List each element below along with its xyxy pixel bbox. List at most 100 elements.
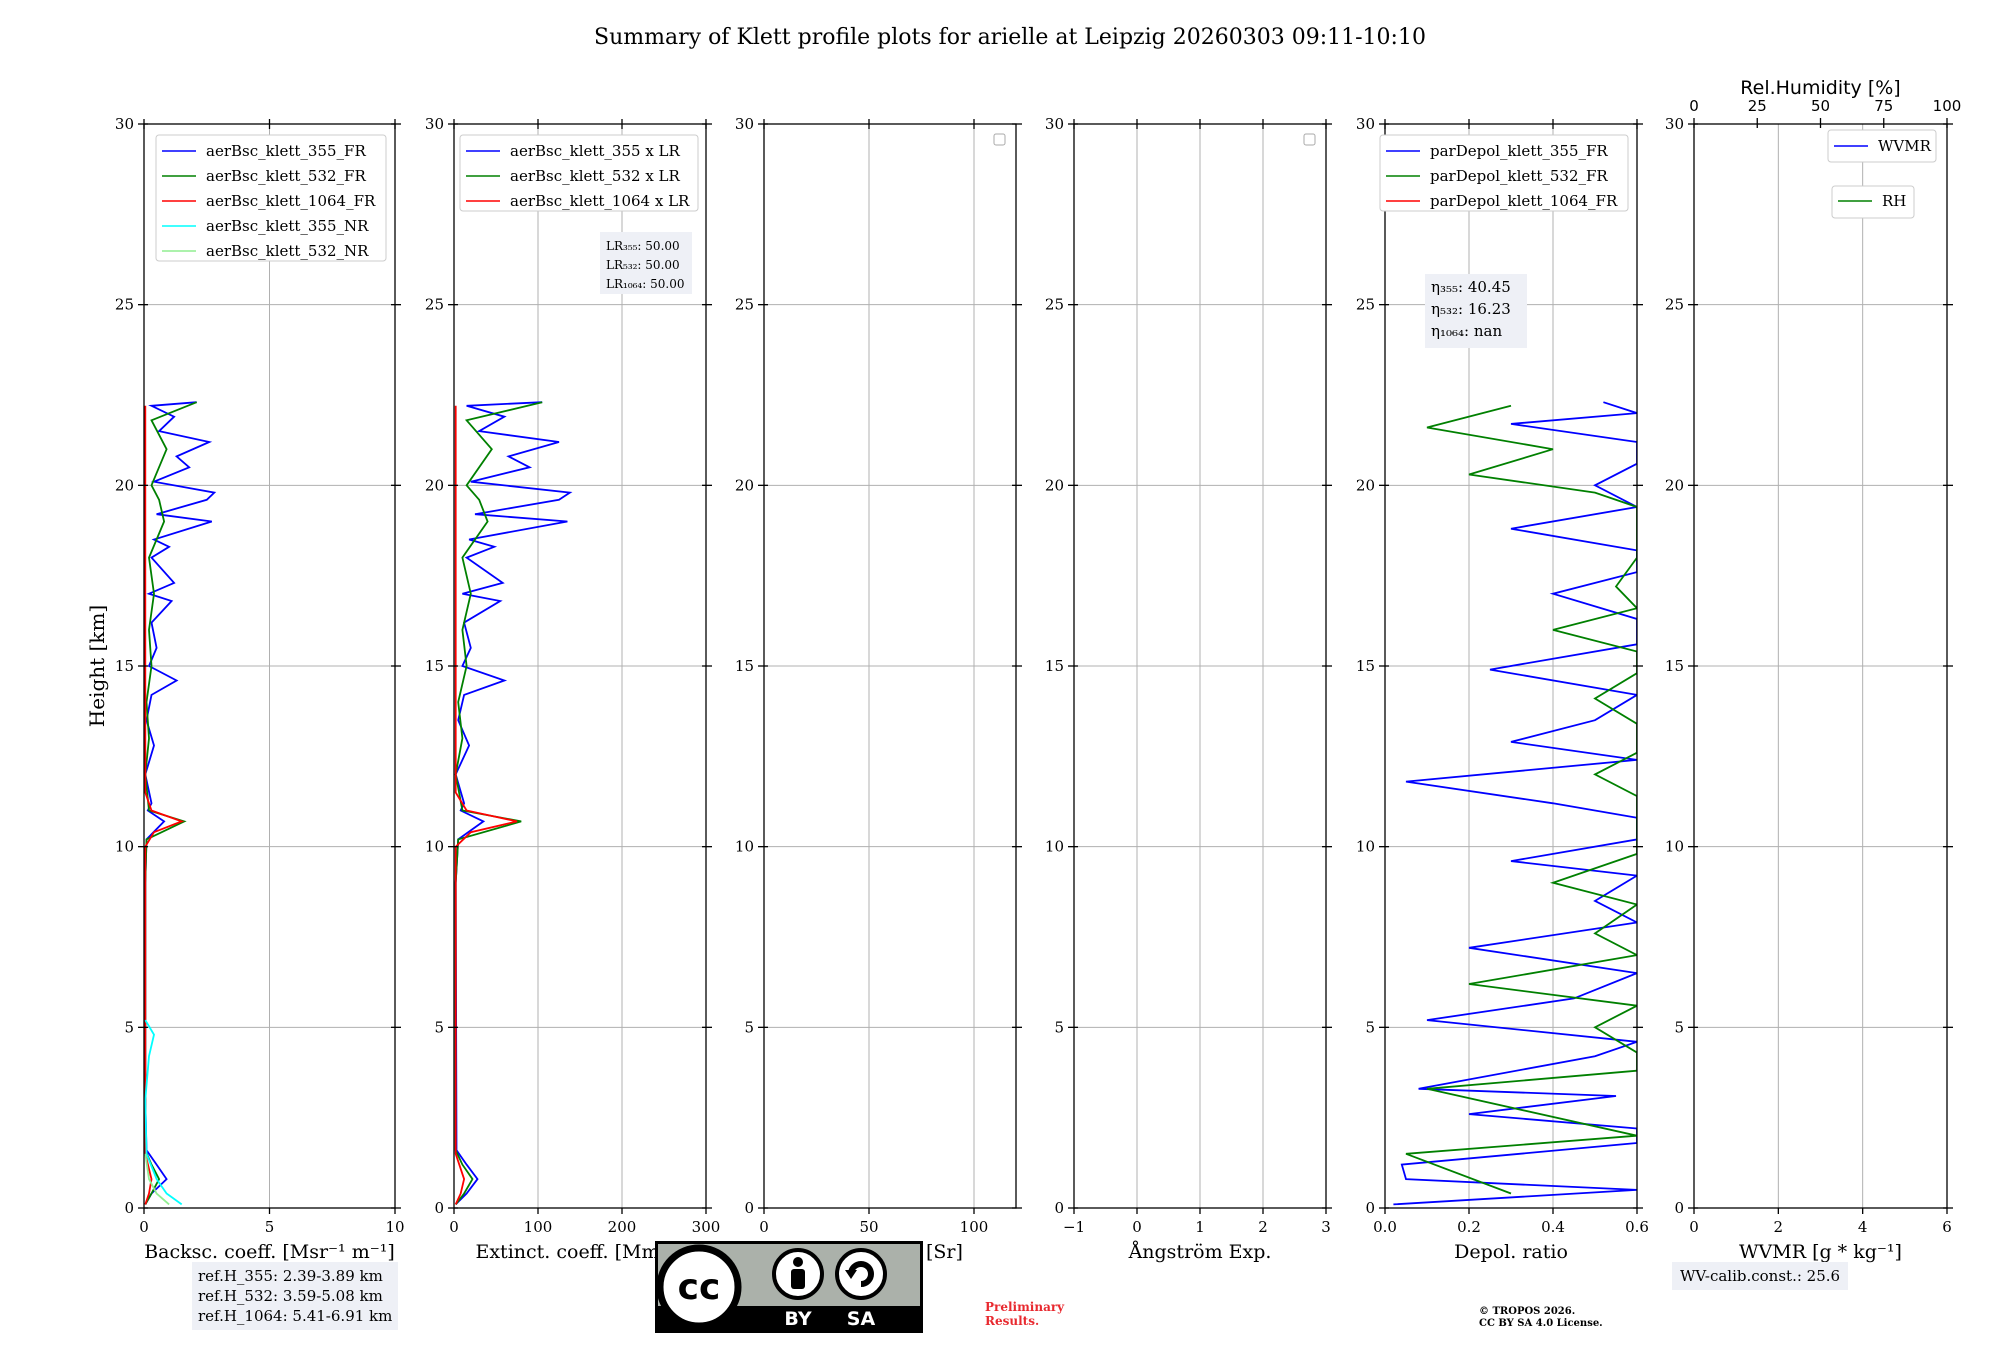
y-tick-label: 0 [744,1199,754,1217]
y-tick-label: 0 [1674,1199,1684,1217]
legend-box-rh [1831,185,1915,219]
y-tick-label: 10 [735,838,754,856]
reference-height-box: ref.H_355: 2.39-3.89 km ref.H_532: 3.59-… [192,1262,399,1330]
x-axis-label: Depol. ratio [1454,1241,1568,1263]
series-line-parDepol_klett_355_FR [1393,401,1637,1206]
preliminary-results-note: Preliminary Results. [985,1300,1064,1328]
x-tick-label: 3 [1321,1218,1331,1236]
y-tick-label: 20 [115,476,134,494]
y-tick-label: 25 [1665,296,1684,314]
y-tick-label: 20 [735,476,754,494]
x-tick-label: 6 [1942,1218,1952,1236]
y-tick-label: 25 [1356,296,1375,314]
series-line-parDepol_klett_532_FR [1405,404,1637,1195]
ref-height-1064: ref.H_1064: 5.41-6.91 km [198,1307,393,1325]
legend-label: aerBsc_klett_355_FR [206,142,366,160]
panel-wvmr: 0 2 4 6 0 5 10 15 20 25 30 WVMR [g * kg⁻¹] 0 25 50 75 10… [1665,77,1961,1263]
x-tick-label: 2 [1774,1218,1784,1236]
x-tick-label: 100 [960,1218,989,1236]
cc-text: cc [678,1267,721,1308]
sa-share-icon [835,1248,887,1300]
by-text: BY [784,1308,811,1330]
y-tick-label: 5 [744,1018,754,1036]
wv-calibration-box: WV-calib.const.: 25.6 [1672,1262,1849,1290]
legend-label: aerBsc_klett_532 x LR [510,167,681,185]
license-line: CC BY SA 4.0 License. [1479,1318,1603,1329]
y-tick-label: 15 [115,657,134,675]
x-tick-label: 0.6 [1625,1218,1649,1236]
y-tick-label: 10 [1665,838,1684,856]
x-tick-label: 300 [692,1218,721,1236]
legend-box-wvmr [1827,129,1937,163]
y-tick-label: 30 [425,115,444,133]
legend-label: aerBsc_klett_532_FR [206,167,366,185]
legend-label: aerBsc_klett_1064 x LR [510,192,690,210]
cc-circle-icon [656,1244,742,1330]
top-x-tick-label: 100 [1933,97,1962,115]
x-tick-label: 50 [859,1218,878,1236]
x-tick-label: 0 [449,1218,459,1236]
y-tick-label: 25 [1045,296,1064,314]
y-tick-label: 15 [1045,657,1064,675]
y-tick-label: 20 [425,476,444,494]
figure-title: Summary of Klett profile plots for ariel… [594,25,1426,50]
legend-label: aerBsc_klett_532_NR [206,242,369,260]
y-tick-label: 20 [1045,476,1064,494]
annotation-line: η₅₃₂: 16.23 [1431,300,1511,318]
x-tick-label: 2 [1258,1218,1268,1236]
y-tick-label: 5 [1674,1018,1684,1036]
legend-label: parDepol_klett_532_FR [1430,167,1608,185]
top-x-tick-label: 75 [1874,97,1893,115]
x-axis-label: Backsc. coeff. [Msr⁻¹ m⁻¹] [144,1241,395,1263]
annotation-box [1425,274,1527,348]
legend-label: parDepol_klett_1064_FR [1430,192,1618,210]
cc-license-logo: cc BY SA [655,1241,923,1333]
legend-box [1379,134,1629,212]
y-tick-label: 10 [1045,838,1064,856]
series-line-aerBsc_klett_532_NR [144,1153,170,1206]
legend-label: aerBsc_klett_355 x LR [510,142,681,160]
y-tick-label: 30 [735,115,754,133]
x-tick-label: 0 [759,1218,769,1236]
x-tick-label: −1 [1063,1218,1085,1236]
series-line-aerBsc_klett_355_FR [144,401,217,1205]
y-tick-label: 5 [1054,1018,1064,1036]
results-line: Results. [985,1314,1040,1328]
x-tick-label: 0 [1132,1218,1142,1236]
legend-label: parDepol_klett_355_FR [1430,142,1608,160]
y-tick-label: 5 [124,1018,134,1036]
y-tick-label: 15 [1356,657,1375,675]
y-tick-label: 0 [1365,1199,1375,1217]
y-tick-label: 0 [434,1199,444,1217]
legend-label-wvmr: WVMR [1878,137,1932,155]
legend-label: aerBsc_klett_355_NR [206,217,369,235]
panel-lidar_ratio: 050100051015202530Lidar ratio [Sr] [735,115,1022,1263]
x-tick-label: 0 [1689,1218,1699,1236]
panel-extinction: 0 100 200 300 0 5 10 15 20 25 30 Extinct. coeff. [M… [425,115,720,1263]
y-tick-label: 30 [1665,115,1684,133]
copyright-note: © TROPOS 2026. CC BY SA 4.0 License. [1479,1306,1603,1330]
top-axis-label: Rel.Humidity [%] [1740,77,1900,99]
y-tick-label: 10 [1356,838,1375,856]
y-tick-label: 5 [1365,1018,1375,1036]
x-tick-label: 10 [385,1218,404,1236]
x-tick-label: 0 [139,1218,149,1236]
series-line-aerBsc_klett_532_FR [144,401,198,1205]
y-tick-label: 25 [425,296,444,314]
y-tick-label: 30 [115,115,134,133]
y-tick-label: 30 [1356,115,1375,133]
top-x-tick-label: 25 [1748,97,1767,115]
y-tick-label: 25 [735,296,754,314]
copyright-line: © TROPOS 2026. [1479,1306,1576,1317]
y-tick-label: 15 [735,657,754,675]
y-axis-label: Height [km] [85,605,109,727]
y-tick-label: 20 [1356,476,1375,494]
x-tick-label: 5 [265,1218,275,1236]
legend-label-rh: RH [1882,192,1906,210]
series-line-aerBsc_klett_355 x LR [454,401,573,1206]
y-tick-label: 15 [1665,657,1684,675]
series-line-aerBsc_klett_1064_FR [144,405,185,1205]
y-tick-label: 5 [434,1018,444,1036]
x-tick-label: 1 [1195,1218,1205,1236]
